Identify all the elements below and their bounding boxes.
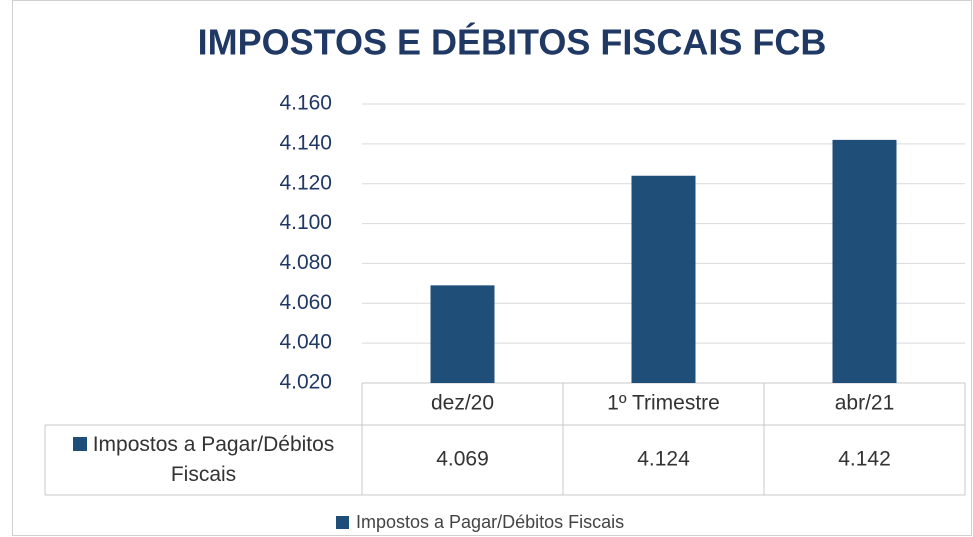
legend-label: Impostos a Pagar/Débitos Fiscais [356, 512, 624, 532]
row-label: Impostos a Pagar/Débitos Fiscais [92, 433, 335, 486]
chart-title: IMPOSTOS E DÉBITOS FISCAIS FCB [198, 22, 827, 63]
y-tick-label: 4.020 [279, 371, 332, 394]
y-tick-label: 4.140 [279, 131, 332, 154]
y-tick-label: 4.080 [279, 251, 332, 274]
table-row-label: Impostos a Pagar/Débitos Fiscais [45, 425, 362, 495]
x-tick-label: dez/20 [431, 392, 494, 415]
table-value: 4.124 [637, 448, 690, 471]
chart-border [12, 0, 972, 536]
y-tick-label: 4.120 [279, 171, 332, 194]
x-tick-label: abr/21 [835, 392, 895, 415]
row-legend-key [72, 437, 87, 451]
y-tick-label: 4.060 [279, 291, 332, 314]
table-value: 4.069 [436, 448, 489, 471]
legend-key [336, 516, 349, 529]
table-value: 4.142 [838, 448, 891, 471]
y-tick-label: 4.040 [279, 331, 332, 354]
bar [631, 175, 696, 383]
row-label-box: Impostos a Pagar/Débitos Fiscais [45, 425, 362, 495]
row-label-text: Impostos a Pagar/Débitos Fiscais [45, 430, 362, 490]
y-tick-label: 4.160 [279, 92, 332, 115]
x-tick-label: 1º Trimestre [607, 392, 720, 415]
y-tick-label: 4.100 [279, 211, 332, 234]
bar [430, 285, 495, 383]
bar [832, 139, 897, 383]
